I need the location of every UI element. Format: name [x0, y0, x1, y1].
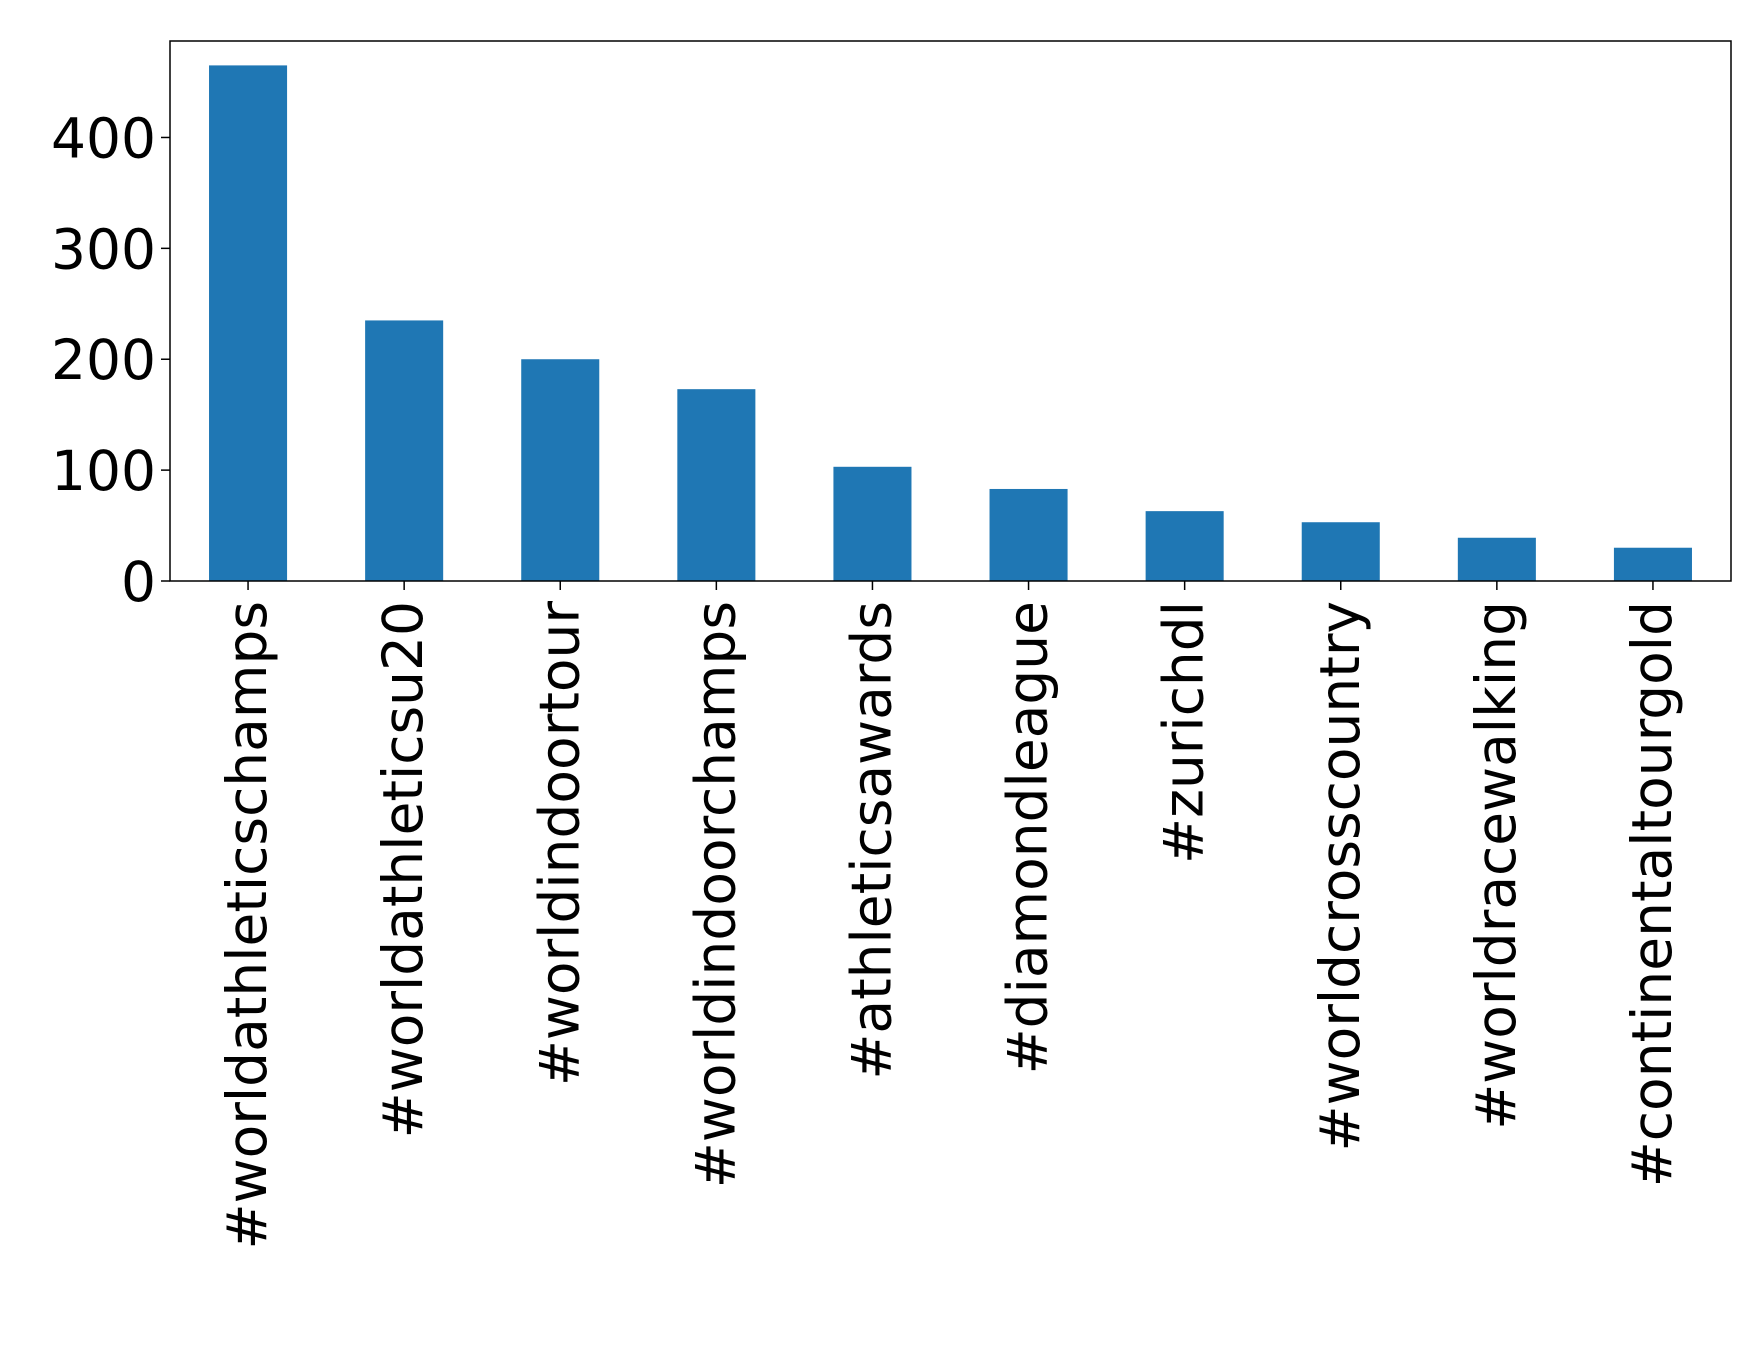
- bar-7: [1301, 522, 1380, 581]
- plot-frame: [169, 40, 1732, 582]
- x-tick-label-6: #zurichdl: [1152, 601, 1216, 864]
- x-tick-label-3: #worldindoorchamps: [683, 601, 747, 1188]
- x-tick-label-5: #diamondleague: [996, 601, 1060, 1074]
- x-tick-label-8: #worldracewalking: [1464, 601, 1528, 1130]
- x-tick-label-4: #athleticsawards: [839, 601, 903, 1080]
- bar-0: [209, 65, 288, 582]
- y-axis: 0 100 200 300 400: [51, 106, 170, 614]
- x-tick-label-1: #worldathleticsu20: [371, 601, 435, 1138]
- bar-4: [833, 466, 912, 581]
- x-tick-label-9: #continentaltourgold: [1620, 601, 1684, 1187]
- x-axis: #worldathleticschamps #worldathleticsu20 #…: [215, 581, 1684, 1249]
- bar-6: [1145, 511, 1224, 581]
- bar-5: [989, 488, 1068, 581]
- x-tick-label-2: #worldindoortour: [527, 601, 591, 1087]
- y-tick-label-1: 100: [51, 439, 156, 503]
- y-tick-label-4: 400: [51, 106, 156, 170]
- bar-3: [677, 389, 756, 581]
- x-tick-label-0: #worldathleticschamps: [215, 601, 279, 1249]
- bar-8: [1457, 537, 1536, 581]
- y-tick-label-0: 0: [121, 550, 156, 614]
- y-tick-label-3: 300: [51, 217, 156, 281]
- bar-2: [521, 359, 600, 581]
- bar-1: [365, 320, 444, 581]
- bar-9: [1613, 547, 1692, 581]
- y-tick-label-2: 200: [51, 328, 156, 392]
- x-tick-label-7: #worldcrosscountry: [1308, 601, 1372, 1151]
- bars-group: [209, 65, 1692, 582]
